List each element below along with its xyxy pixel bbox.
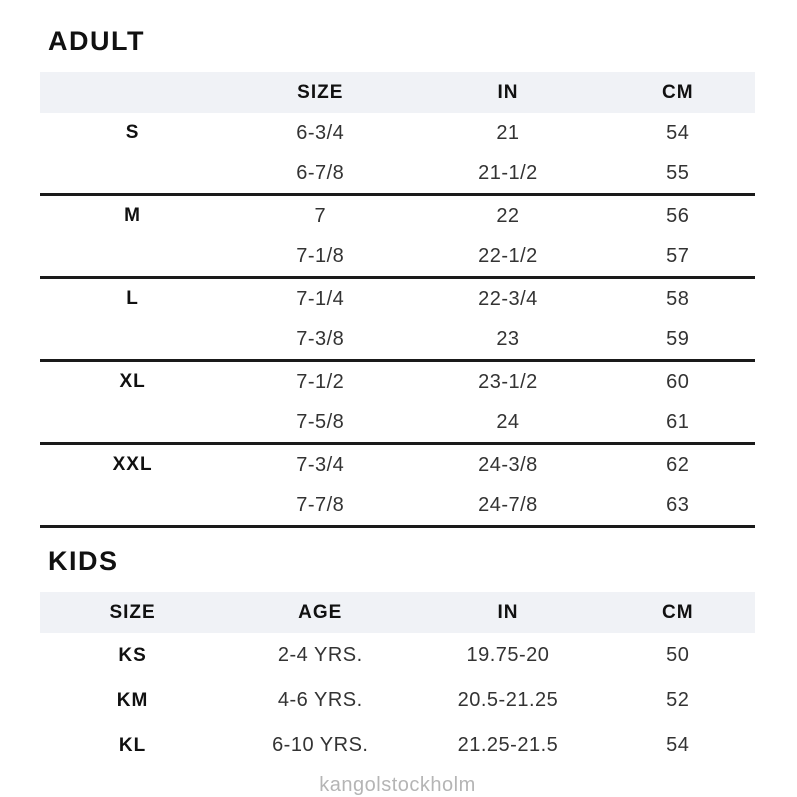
kids-size-label: KS [118, 644, 147, 666]
adult-section-title: ADULT [48, 26, 145, 56]
kids-col-header-in: IN [497, 601, 519, 623]
kids-size-label: KM [116, 689, 149, 711]
table-row: XXL 7-3/4 24-3/8 62 [40, 445, 755, 485]
hat-size-value: 6-3/4 [296, 121, 345, 144]
inches-value: 23-1/2 [478, 370, 538, 393]
size-label: M [124, 205, 141, 226]
kids-size-label: KL [118, 734, 147, 756]
cm-value: 52 [666, 689, 690, 711]
hat-size-value: 7-7/8 [296, 493, 345, 516]
table-row: S 6-3/4 21 54 [40, 113, 755, 153]
age-value: 6-10 YRS. [272, 734, 369, 756]
inches-value: 22 [496, 204, 520, 227]
inches-value: 21.25-21.5 [457, 734, 559, 756]
adult-table-body: S 6-3/4 21 54 6-7/8 21-1/2 55 M 7 22 56 7-1/8 22-1/2… [40, 113, 755, 528]
adult-size-group-xl: XL 7-1/2 23-1/2 60 7-5/8 24 61 [40, 362, 755, 445]
inches-value: 19.75-20 [466, 644, 550, 666]
kids-size-table: SIZE AGE IN CM KS 2-4 YRS. 19.75-20 50 KM 4-6 YR… [40, 592, 755, 768]
inches-value: 24-3/8 [478, 453, 538, 476]
adult-col-header-size: SIZE [297, 81, 344, 103]
hat-size-value: 7 [314, 204, 327, 227]
table-row: L 7-1/4 22-3/4 58 [40, 279, 755, 319]
cm-value: 62 [666, 453, 690, 476]
inches-value: 20.5-21.25 [457, 689, 559, 711]
size-label: XL [119, 371, 146, 392]
size-label: S [125, 122, 140, 143]
kids-table-body: KS 2-4 YRS. 19.75-20 50 KM 4-6 YRS. 20.5-21.25… [40, 633, 755, 768]
table-row: M 7 22 56 [40, 196, 755, 236]
adult-size-group-s: S 6-3/4 21 54 6-7/8 21-1/2 55 [40, 113, 755, 196]
kids-col-header-age: AGE [298, 601, 343, 623]
inches-value: 24 [496, 410, 520, 433]
hat-size-value: 7-1/8 [296, 244, 345, 267]
inches-value: 24-7/8 [478, 493, 538, 516]
hat-size-value: 7-1/4 [296, 287, 345, 310]
inches-value: 22-1/2 [478, 244, 538, 267]
table-row: 6-7/8 21-1/2 55 [40, 153, 755, 193]
cm-value: 61 [666, 410, 690, 433]
cm-value: 50 [666, 644, 690, 666]
adult-size-group-l: L 7-1/4 22-3/4 58 7-3/8 23 59 [40, 279, 755, 362]
cm-value: 55 [666, 161, 690, 184]
age-value: 2-4 YRS. [277, 644, 363, 666]
adult-col-header-cm: CM [661, 81, 694, 103]
inches-value: 22-3/4 [478, 287, 538, 310]
cm-value: 56 [666, 204, 690, 227]
kids-section-title: KIDS [48, 546, 119, 576]
inches-value: 21 [496, 121, 520, 144]
inches-value: 23 [496, 327, 520, 350]
table-row: 7-3/8 23 59 [40, 319, 755, 359]
table-row: KL 6-10 YRS. 21.25-21.5 54 [40, 723, 755, 768]
adult-table-header-row: SIZE IN CM [40, 72, 755, 113]
cm-value: 63 [666, 493, 690, 516]
adult-size-group-xxl: XXL 7-3/4 24-3/8 62 7-7/8 24-7/8 63 [40, 445, 755, 528]
cm-value: 59 [666, 327, 690, 350]
inches-value: 21-1/2 [478, 161, 538, 184]
cm-value: 60 [666, 370, 690, 393]
size-label: L [126, 288, 139, 309]
hat-size-value: 6-7/8 [296, 161, 345, 184]
table-row: 7-7/8 24-7/8 63 [40, 485, 755, 525]
watermark-text: kangolstockholm [319, 774, 476, 796]
hat-size-value: 7-3/4 [296, 453, 345, 476]
table-row: XL 7-1/2 23-1/2 60 [40, 362, 755, 402]
hat-size-value: 7-3/8 [296, 327, 345, 350]
table-row: 7-1/8 22-1/2 57 [40, 236, 755, 276]
cm-value: 54 [666, 121, 690, 144]
cm-value: 57 [666, 244, 690, 267]
table-row: KM 4-6 YRS. 20.5-21.25 52 [40, 678, 755, 723]
kids-table-header-row: SIZE AGE IN CM [40, 592, 755, 633]
hat-size-value: 7-1/2 [296, 370, 345, 393]
cm-value: 54 [666, 734, 690, 756]
size-label: XXL [112, 454, 153, 475]
hat-size-value: 7-5/8 [296, 410, 345, 433]
table-row: 7-5/8 24 61 [40, 402, 755, 442]
adult-size-table: SIZE IN CM S 6-3/4 21 54 6-7/8 21-1/2 55 M 7 22 56 7-… [40, 72, 755, 528]
age-value: 4-6 YRS. [277, 689, 363, 711]
kids-col-header-size: SIZE [109, 601, 156, 623]
adult-col-header-in: IN [497, 81, 519, 103]
cm-value: 58 [666, 287, 690, 310]
table-row: KS 2-4 YRS. 19.75-20 50 [40, 633, 755, 678]
kids-col-header-cm: CM [661, 601, 694, 623]
adult-size-group-m: M 7 22 56 7-1/8 22-1/2 57 [40, 196, 755, 279]
